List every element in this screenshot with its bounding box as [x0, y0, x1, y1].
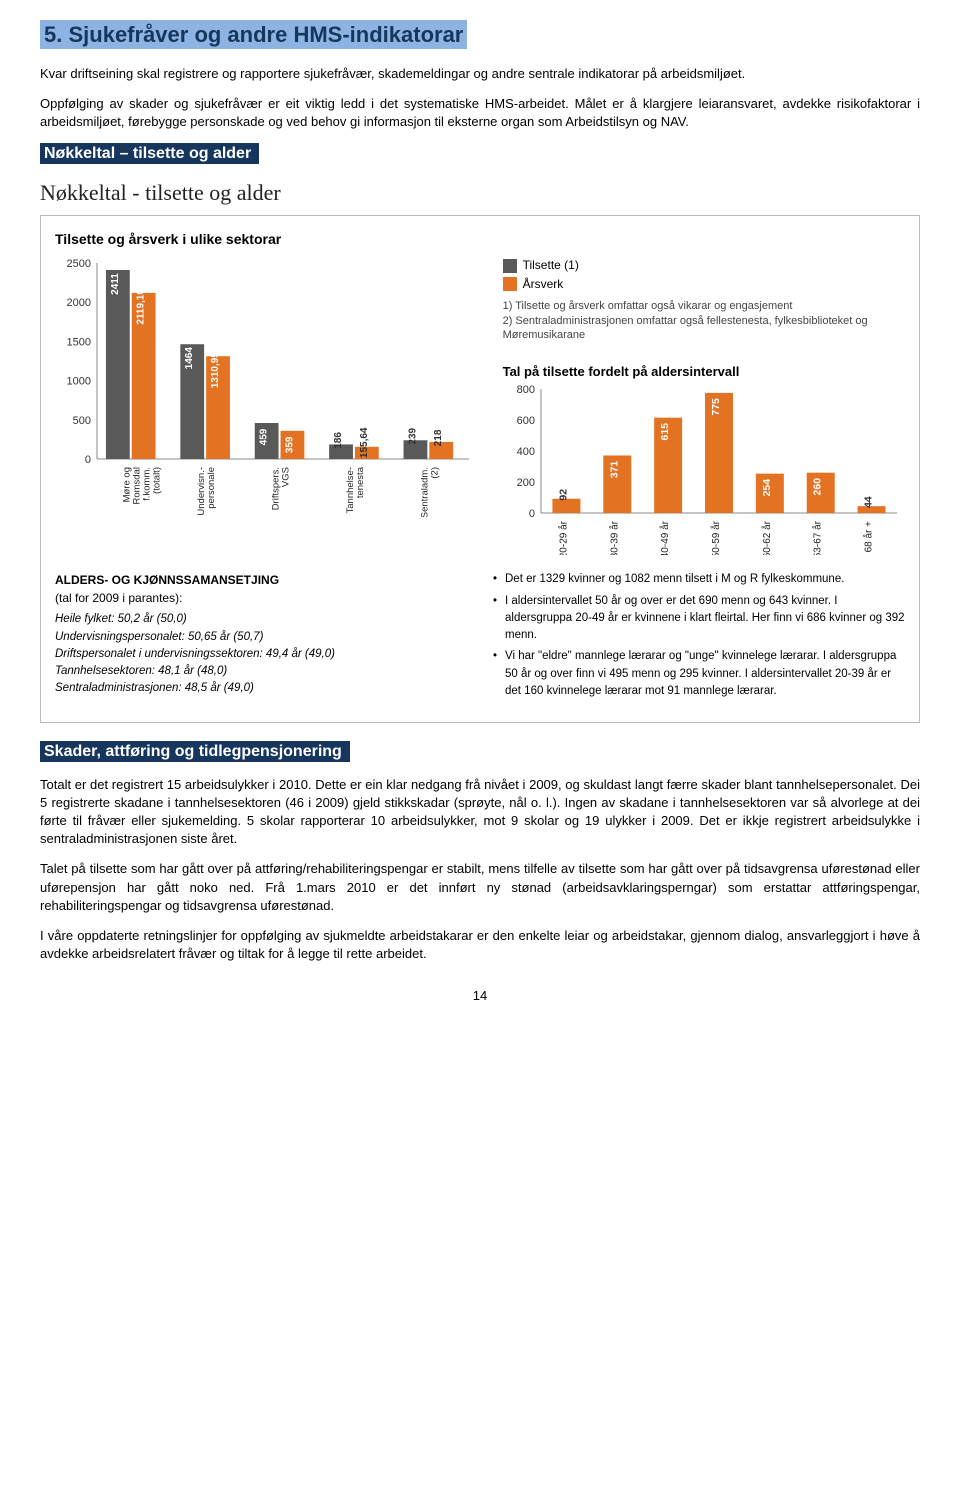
svg-text:1000: 1000 [67, 376, 91, 388]
svg-text:0: 0 [528, 508, 534, 520]
legend-swatch-orange [503, 277, 517, 291]
svg-text:359: 359 [284, 436, 295, 453]
right-chart-title: Tal på tilsette fordelt på aldersinterva… [503, 363, 905, 381]
svg-text:239: 239 [407, 428, 418, 445]
svg-text:44: 44 [862, 497, 874, 509]
svg-text:186: 186 [333, 432, 344, 449]
right-chart-column: Tilsette (1) Årsverk 1) Tilsette og årsv… [503, 257, 905, 555]
svg-text:200: 200 [516, 477, 534, 489]
svg-text:68 år +: 68 år + [862, 521, 874, 553]
stats-line: Tannhelsesektoren: 48,1 år (48,0) [55, 663, 467, 680]
svg-text:600: 600 [516, 415, 534, 427]
svg-text:63-67 år: 63-67 år [811, 521, 823, 556]
section-heading: 5. Sjukefråver og andre HMS-indikatorar [40, 20, 920, 51]
body-paragraph-3: I våre oppdaterte retningslinjer for opp… [40, 927, 920, 963]
stats-line: Sentraladministrasjonen: 48,5 år (49,0) [55, 680, 467, 697]
svg-text:800: 800 [516, 385, 534, 396]
stats-bullet: Vi har "eldre" mannlege lærarar og "unge… [493, 648, 905, 700]
svg-text:2119,10: 2119,10 [136, 289, 147, 325]
stats-line: Heile fylket: 50,2 år (50,0) [55, 611, 467, 628]
svg-text:775: 775 [710, 398, 722, 416]
svg-text:Tannhelse-tenesta: Tannhelse-tenesta [345, 466, 366, 513]
svg-text:260: 260 [811, 478, 823, 496]
chart-outer-title: Nøkkeltal - tilsette og alder [40, 178, 920, 209]
svg-text:254: 254 [760, 479, 772, 497]
stats-left-col: ALDERS- OG KJØNNSSAMANSETJING (tal for 2… [55, 571, 467, 704]
svg-text:Driftspers.VGS: Driftspers.VGS [271, 467, 292, 510]
page-number: 14 [40, 987, 920, 1005]
svg-text:459: 459 [259, 428, 270, 445]
svg-text:50-59 år: 50-59 år [710, 521, 722, 556]
svg-text:0: 0 [85, 454, 91, 466]
intro-paragraph-2: Oppfølging av skader og sjukefråvær er e… [40, 95, 920, 131]
legend-arsverk: Årsverk [503, 276, 905, 293]
stats-right-col: Det er 1329 kvinner og 1082 menn tilsett… [493, 571, 905, 704]
svg-text:615: 615 [659, 423, 671, 441]
svg-text:60-62 år: 60-62 år [760, 521, 772, 556]
stats-line: Undervisningspersonalet: 50,65 år (50,7) [55, 629, 467, 646]
legend-tilsette: Tilsette (1) [503, 257, 905, 274]
body-paragraph-2: Talet på tilsette som har gått over på a… [40, 860, 920, 915]
svg-text:500: 500 [73, 415, 91, 427]
stats-line: Driftspersonalet i undervisningssektoren… [55, 646, 467, 663]
intro-paragraph-1: Kvar driftseining skal registrere og rap… [40, 65, 920, 83]
svg-text:2500: 2500 [67, 258, 91, 270]
svg-text:1310,95: 1310,95 [210, 352, 221, 389]
svg-text:2411: 2411 [110, 273, 121, 295]
bar-chart-right: 0 200 400 600 800 92 20-29 år 371 30-39 år 615 40-… [503, 385, 903, 555]
chart-notes: 1) Tilsette og årsverk omfattar også vik… [503, 299, 905, 344]
svg-text:1464: 1464 [184, 347, 195, 370]
svg-text:20-29 år: 20-29 år [557, 521, 569, 556]
chart-container: Tilsette og årsverk i ulike sektorar 0 50… [40, 215, 920, 724]
svg-text:1500: 1500 [67, 337, 91, 349]
svg-text:40-49 år: 40-49 år [659, 521, 671, 556]
svg-text:92: 92 [557, 489, 569, 501]
subheading-nokkeltal: Nøkkeltal – tilsette og alder [40, 143, 920, 165]
svg-text:2000: 2000 [67, 297, 91, 309]
stats-bullet: I aldersintervallet 50 år og over er det… [493, 593, 905, 645]
svg-text:371: 371 [608, 461, 620, 479]
body-paragraph-1: Totalt er det registrert 15 arbeidsulykk… [40, 776, 920, 849]
left-chart-column: 0 500 1000 1500 2000 2500 2411 2119,10 Møre ogRo… [55, 257, 479, 555]
svg-text:400: 400 [516, 446, 534, 458]
svg-text:Møre ogRomsdalf.komm.(totalt): Møre ogRomsdalf.komm.(totalt) [122, 467, 163, 505]
svg-text:30-39 år: 30-39 år [608, 521, 620, 556]
subheading-skader: Skader, attføring og tidlegpensjonering [40, 741, 920, 763]
svg-text:155,64: 155,64 [359, 427, 370, 458]
left-chart-title: Tilsette og årsverk i ulike sektorar [55, 230, 905, 250]
legend-swatch-grey [503, 259, 517, 273]
svg-text:Sentraladm.(2): Sentraladm.(2) [419, 467, 440, 517]
svg-text:218: 218 [433, 429, 444, 446]
svg-text:Undervisn.-personale: Undervisn.-personale [196, 467, 217, 516]
stats-bullet: Det er 1329 kvinner og 1082 menn tilsett… [493, 571, 905, 588]
bar-chart-left: 0 500 1000 1500 2000 2500 2411 2119,10 Møre ogRo… [55, 257, 475, 517]
